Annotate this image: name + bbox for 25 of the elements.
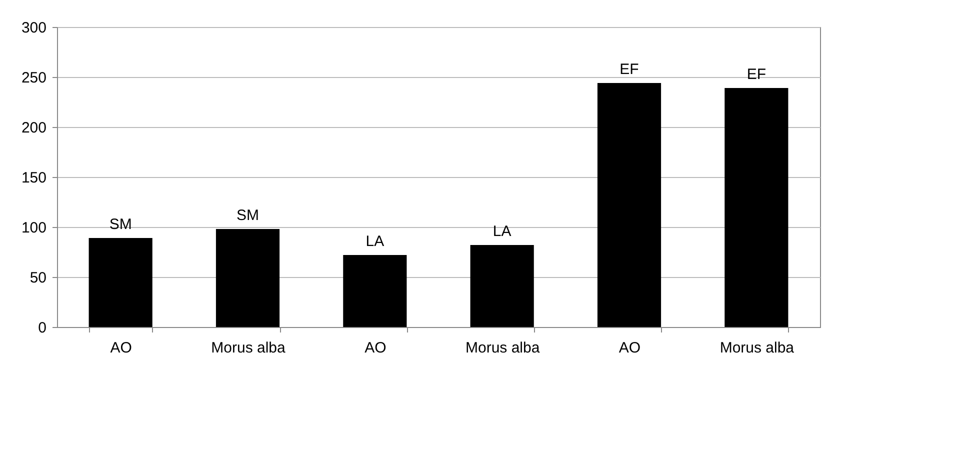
bar [597, 83, 662, 327]
bar [470, 245, 534, 327]
data-label: SM [236, 207, 259, 224]
bar [343, 255, 407, 327]
data-label: LA [492, 223, 512, 240]
x-tick-label: AO [618, 340, 641, 356]
data-label: SM [109, 216, 132, 233]
x-tick-label: Morus alba [465, 340, 540, 356]
bar [88, 238, 152, 327]
x-tick-label: Morus alba [211, 340, 286, 356]
data-label: EF [746, 66, 766, 83]
bar [724, 88, 788, 327]
x-tick-label: Morus alba [720, 340, 795, 356]
y-tick-label: 0 [38, 320, 46, 336]
y-tick-label: 250 [21, 70, 46, 86]
y-tick-label: 200 [21, 120, 46, 136]
y-tick-label: 300 [21, 20, 46, 36]
data-label: LA [366, 233, 384, 250]
x-tick-label: AO [110, 340, 132, 356]
y-tick-label: 50 [30, 270, 46, 286]
bar [216, 229, 280, 327]
y-tick-label: 100 [21, 220, 46, 236]
data-label: EF [620, 61, 639, 78]
x-tick-label: AO [364, 340, 386, 356]
y-tick-label: 150 [21, 170, 46, 186]
